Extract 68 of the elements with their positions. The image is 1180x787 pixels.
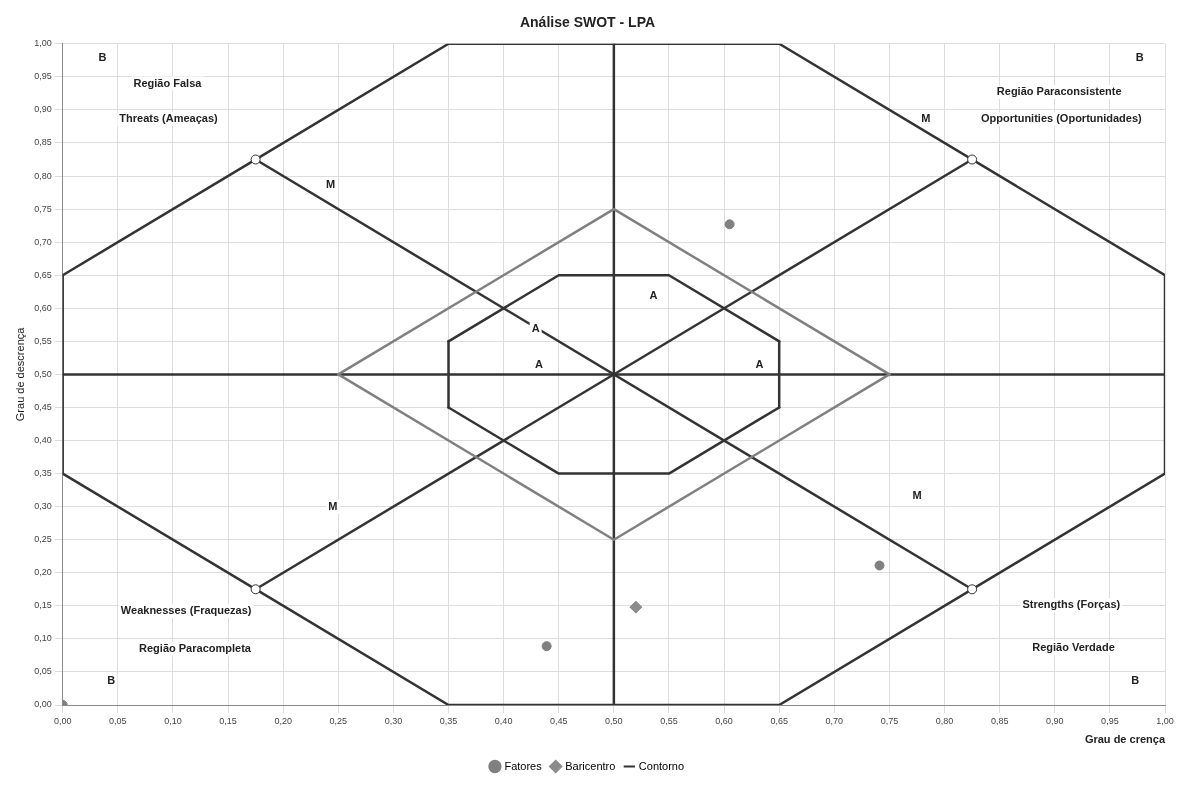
y-tick-label: 0,30 (34, 501, 52, 512)
annotation: Região Falsa (133, 76, 203, 89)
annotation: M (328, 499, 338, 512)
x-tick-label: 0,60 (715, 715, 733, 726)
x-tick-label: 0,20 (274, 715, 292, 726)
y-tick-label: 0,10 (34, 633, 52, 644)
x-tick-label: 0,05 (109, 715, 127, 726)
annotation: M (912, 489, 922, 502)
y-tick-label: 0,70 (34, 236, 52, 247)
y-tick-label: 0,20 (34, 567, 52, 578)
x-axis-title: Grau de crença (1084, 733, 1166, 746)
y-tick-label: 0,05 (34, 666, 52, 677)
y-tick-label: 0,45 (34, 401, 52, 412)
y-tick-label: 1,00 (34, 38, 52, 49)
annotation: Região Verdade (1032, 641, 1115, 654)
y-tick-label: 0,40 (34, 435, 52, 445)
chart-title: Análise SWOT - LPA (519, 14, 656, 31)
x-tick-label: 0,70 (825, 715, 844, 726)
annotation: B (107, 674, 116, 687)
annotation: M (921, 112, 931, 125)
legend-label: Fatores (504, 759, 543, 772)
y-tick-label: 0,85 (34, 137, 52, 148)
annotation: Weaknesses (Fraquezas) (120, 604, 252, 617)
y-tick-label: 0,50 (34, 368, 52, 379)
annotation: A (649, 288, 658, 301)
y-axis-title: Grau de descrença (13, 326, 26, 422)
x-tick-label: 0,50 (605, 715, 623, 726)
annotation: M (325, 177, 336, 190)
x-tick-label: 0,85 (990, 715, 1009, 726)
y-tick-label: 0,25 (34, 534, 52, 545)
y-tick-label: 0,95 (34, 71, 52, 82)
annotation: B (98, 51, 107, 64)
legend-label: Baricentro (565, 759, 616, 772)
x-tick-label: 0,65 (770, 715, 788, 726)
y-tick-label: 0,90 (34, 104, 52, 115)
x-tick-label: 0,35 (439, 715, 458, 726)
y-tick-label: 0,60 (34, 302, 52, 313)
x-tick-label: 0,45 (549, 715, 568, 726)
x-tick-label: 0,00 (53, 715, 72, 726)
annotation: A (534, 357, 543, 370)
x-tick-label: 0,30 (384, 715, 403, 726)
x-tick-label: 0,10 (164, 715, 182, 726)
annotation: Região Paraconsistente (996, 85, 1122, 98)
x-tick-label: 0,40 (494, 715, 513, 726)
annotation: A (531, 322, 540, 335)
x-tick-label: 0,15 (219, 715, 237, 726)
annotation: A (755, 357, 764, 370)
legend-label: Contorno (638, 759, 685, 772)
y-tick-label: 0,65 (34, 269, 52, 280)
x-tick-label: 0,95 (1101, 715, 1119, 726)
annotation: B (1135, 51, 1144, 64)
annotation: Região Paracompleta (139, 641, 252, 654)
x-tick-label: 0,90 (1046, 715, 1064, 726)
y-tick-label: 0,35 (34, 468, 52, 479)
x-tick-label: 0,25 (329, 715, 348, 726)
y-tick-label: 0,55 (34, 335, 52, 346)
x-tick-label: 0,80 (935, 715, 954, 726)
x-tick-label: 0,55 (660, 715, 678, 726)
annotation: Threats (Ameaças) (119, 112, 219, 125)
annotation: B (1131, 674, 1140, 687)
y-tick-label: 0,75 (34, 203, 52, 214)
annotation: Opportunities (Oportunidades) (981, 112, 1143, 125)
y-tick-label: 0,80 (34, 170, 52, 181)
x-tick-label: 0,75 (880, 715, 899, 726)
annotation: Strengths (Forças) (1022, 598, 1121, 611)
y-tick-label: 0,00 (34, 699, 52, 710)
y-tick-label: 0,15 (34, 600, 52, 611)
x-tick-label: 1,00 (1156, 715, 1174, 726)
